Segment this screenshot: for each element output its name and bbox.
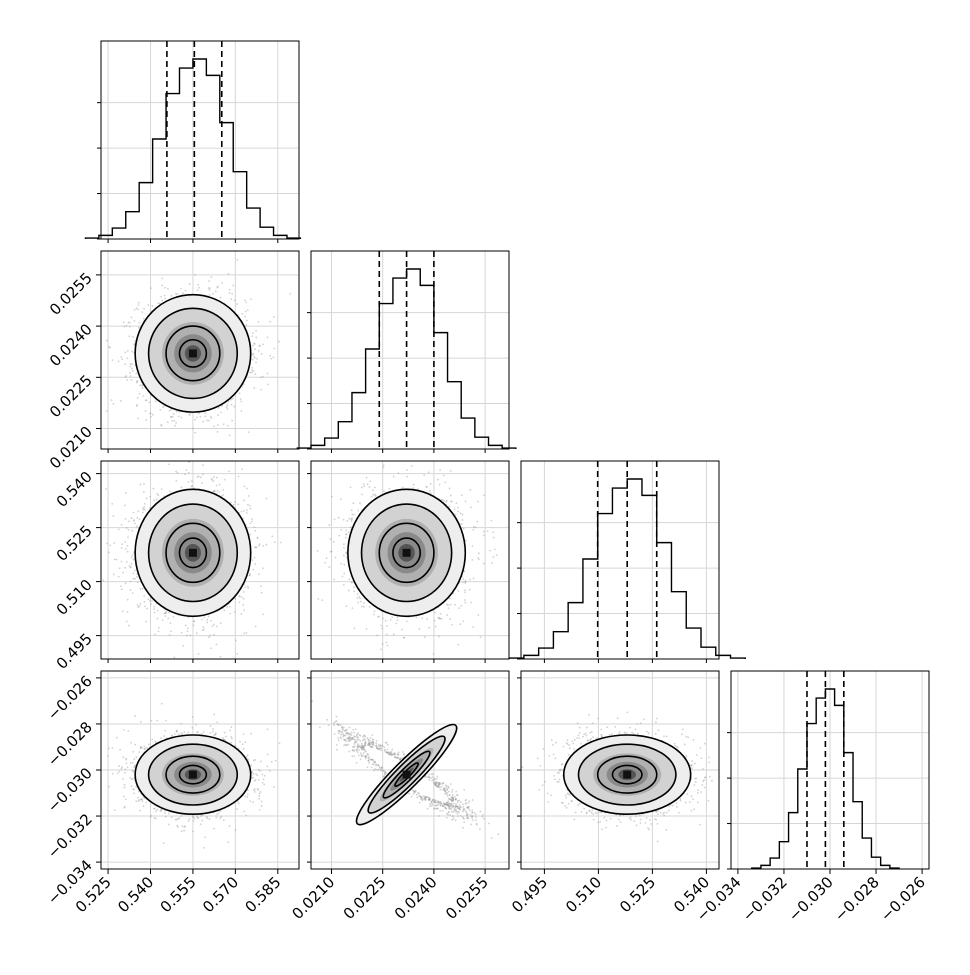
y-tick-label-2-0: 0.495 [53, 630, 96, 673]
scatter-panel-3-2 [521, 671, 728, 869]
scatter-panel-2-0 [95, 454, 299, 659]
y-tick-label-1-2: 0.0240 [46, 320, 96, 370]
density-peak [189, 349, 197, 357]
y-tick-label-3-2: −0.030 [44, 764, 96, 816]
x-tick-label-1-3: 0.0255 [442, 873, 492, 923]
y-tick-label-2-3: 0.540 [53, 468, 96, 511]
histogram-panel-1 [297, 251, 515, 449]
density-peak [189, 549, 197, 557]
x-tick-label-3-3: −0.028 [831, 873, 883, 925]
x-tick-label-2-1: 0.510 [562, 873, 605, 916]
x-tick-label-3-2: −0.030 [785, 873, 837, 925]
x-tick-label-3-1: −0.032 [739, 873, 791, 925]
x-tick-label-2-2: 0.525 [616, 873, 659, 916]
density-peak [403, 771, 411, 779]
y-tick-label-3-3: −0.028 [44, 718, 96, 770]
y-tick-label-3-1: −0.032 [44, 810, 96, 862]
x-tick-label-1-1: 0.0225 [340, 873, 390, 923]
x-tick-label-2-0: 0.495 [508, 873, 551, 916]
histogram-panel-2 [509, 461, 745, 659]
x-tick-label-0-3: 0.570 [199, 873, 242, 916]
x-tick-label-0-1: 0.540 [114, 873, 157, 916]
histogram-panel-0 [85, 41, 300, 239]
histogram-panel-3 [727, 671, 929, 869]
y-tick-label-2-1: 0.510 [53, 576, 96, 619]
density-peak [623, 771, 631, 779]
density-peak [403, 549, 411, 557]
scatter-panel-1-0 [84, 251, 299, 469]
y-tick-label-1-0: 0.0210 [46, 423, 96, 473]
scatter-panel-2-1 [311, 440, 509, 659]
scatter-panel-3-0 [101, 671, 299, 869]
x-tick-label-0-2: 0.555 [157, 873, 200, 916]
y-tick-label-3-4: −0.026 [44, 672, 96, 724]
x-tick-label-0-4: 0.585 [242, 873, 285, 916]
x-tick-label-1-2: 0.0240 [391, 873, 441, 923]
y-tick-label-2-2: 0.525 [53, 522, 96, 565]
y-tick-label-1-1: 0.0225 [46, 371, 96, 421]
x-tick-label-1-0: 0.0210 [288, 873, 338, 923]
y-tick-label-1-3: 0.0255 [46, 269, 96, 319]
scatter-panel-3-1 [304, 671, 509, 869]
density-peak [189, 771, 197, 779]
x-tick-label-3-4: −0.026 [877, 873, 929, 925]
